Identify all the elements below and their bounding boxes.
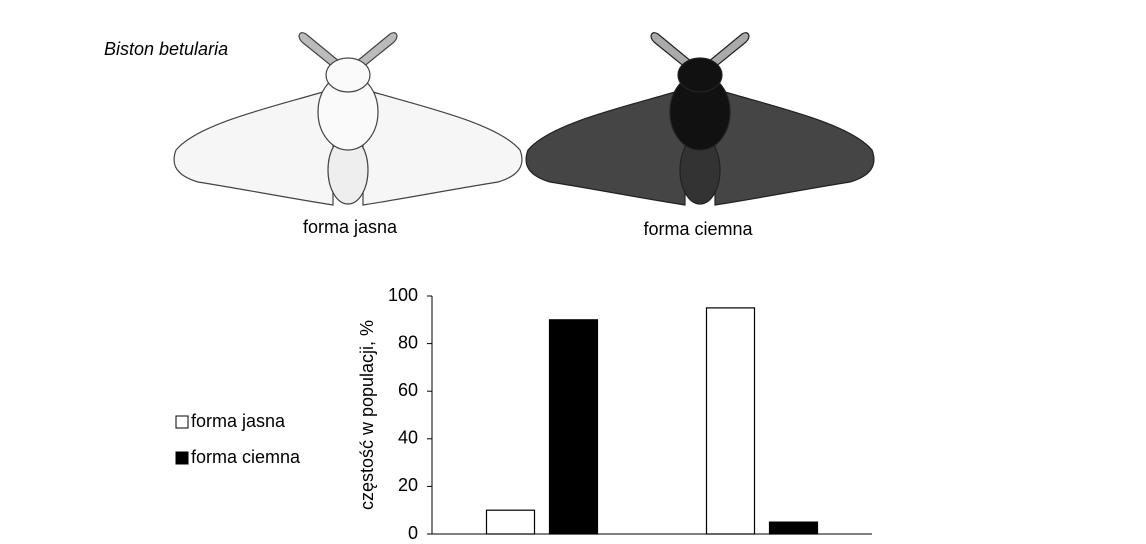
legend-swatch bbox=[175, 451, 189, 465]
y-tick-label: 40 bbox=[398, 428, 418, 448]
moth-dark bbox=[525, 32, 875, 206]
y-tick-label: 60 bbox=[398, 380, 418, 400]
bar bbox=[768, 521, 819, 535]
bar bbox=[548, 319, 599, 535]
y-tick-label: 80 bbox=[398, 332, 418, 352]
moth-light bbox=[173, 32, 523, 206]
legend-label: forma jasna bbox=[191, 411, 286, 431]
bar bbox=[705, 307, 756, 535]
legend-swatch bbox=[175, 415, 189, 429]
y-tick-label: 20 bbox=[398, 475, 418, 495]
species-name: Biston betularia bbox=[104, 39, 228, 59]
bar bbox=[485, 509, 536, 535]
moth-caption: forma jasna bbox=[303, 217, 398, 237]
y-axis-label: częstość w populacji, % bbox=[357, 320, 377, 510]
legend-label: forma ciemna bbox=[191, 447, 301, 467]
moth-caption: forma ciemna bbox=[643, 219, 753, 239]
y-tick-label: 0 bbox=[408, 523, 418, 543]
y-tick-label: 100 bbox=[388, 285, 418, 305]
